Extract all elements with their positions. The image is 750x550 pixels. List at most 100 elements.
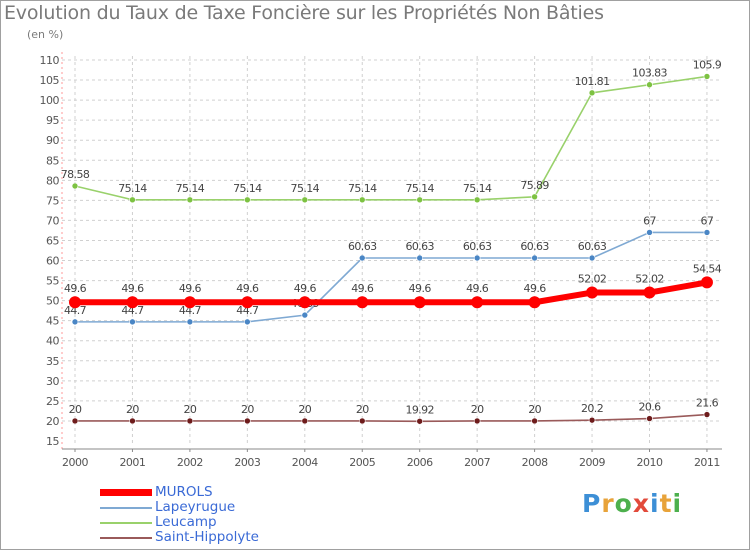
data-point-saint-hippolyte xyxy=(129,417,136,425)
y-tick-label: 25 xyxy=(46,395,59,408)
data-label-leucamp: 103.83 xyxy=(632,67,667,80)
series-line-saint-hippolyte xyxy=(75,413,708,423)
y-tick-label: 45 xyxy=(46,315,59,328)
data-point-murols xyxy=(298,296,311,309)
legend-item-leucamp: Leucamp xyxy=(100,514,300,531)
x-tick-label: 2004 xyxy=(292,456,318,469)
data-point-lapeyrugue xyxy=(416,254,424,262)
data-point-leucamp xyxy=(301,196,309,204)
data-label-saint-hippolyte: 20 xyxy=(528,403,541,416)
data-point-murols xyxy=(183,296,196,309)
data-label-murols: 49.6 xyxy=(64,282,87,295)
x-tick-label: 2000 xyxy=(62,456,88,469)
y-tick-label: 95 xyxy=(46,114,59,127)
legend-label-leucamp: Leucamp xyxy=(155,514,217,530)
data-label-lapeyrugue: 44.7 xyxy=(179,304,202,317)
data-point-lapeyrugue xyxy=(703,229,711,236)
data-point-murols xyxy=(356,296,369,309)
data-label-saint-hippolyte: 20 xyxy=(126,403,139,416)
data-point-lapeyrugue xyxy=(588,254,596,262)
data-label-lapeyrugue: 44.7 xyxy=(121,304,144,317)
logo-letter: t xyxy=(659,489,673,518)
y-tick-label: 90 xyxy=(46,134,59,147)
logo-letter: r xyxy=(601,489,615,518)
data-label-leucamp: 75.14 xyxy=(463,182,492,195)
data-label-lapeyrugue: 44.7 xyxy=(64,304,87,317)
x-tick-label: 2011 xyxy=(694,456,720,469)
legend-label-murols: MUROLS xyxy=(155,484,213,500)
data-label-saint-hippolyte: 20 xyxy=(356,403,369,416)
data-label-lapeyrugue: 44.7 xyxy=(236,304,259,317)
y-tick-label: 100 xyxy=(40,94,60,107)
data-label-leucamp: 75.89 xyxy=(520,179,549,192)
data-label-saint-hippolyte: 20 xyxy=(241,403,254,416)
data-label-leucamp: 105.9 xyxy=(693,58,722,71)
x-tick-label: 2001 xyxy=(119,456,145,469)
x-tick-label: 2006 xyxy=(407,456,433,469)
y-tick-label: 30 xyxy=(46,375,59,388)
data-point-leucamp xyxy=(646,81,653,89)
x-tick-label: 2010 xyxy=(637,456,663,469)
data-point-lapeyrugue xyxy=(531,254,538,262)
data-label-lapeyrugue: 60.63 xyxy=(578,240,607,253)
data-point-lapeyrugue xyxy=(71,318,79,326)
data-label-leucamp: 75.14 xyxy=(118,182,147,195)
y-tick-label: 35 xyxy=(46,355,59,368)
data-label-saint-hippolyte: 20.6 xyxy=(638,401,661,414)
data-point-lapeyrugue xyxy=(473,254,481,262)
data-label-leucamp: 75.14 xyxy=(233,182,262,195)
legend-label-lapeyrugue: Lapeyrugue xyxy=(155,499,236,515)
x-tick-label: 2008 xyxy=(522,456,548,469)
logo-letter: i xyxy=(672,489,683,518)
data-point-saint-hippolyte xyxy=(244,417,251,425)
logo-letter: x xyxy=(632,489,650,518)
data-label-murols: 49.6 xyxy=(236,282,259,295)
data-point-saint-hippolyte xyxy=(473,417,481,425)
data-point-leucamp xyxy=(588,89,596,97)
data-point-saint-hippolyte xyxy=(588,416,596,424)
y-tick-label: 40 xyxy=(46,335,59,348)
data-point-murols xyxy=(413,296,426,309)
series-line-murols xyxy=(75,279,708,306)
logo-letter: i xyxy=(650,489,660,518)
data-point-murols xyxy=(643,286,656,299)
data-point-leucamp xyxy=(703,73,711,80)
data-label-saint-hippolyte: 20.2 xyxy=(581,402,603,415)
y-axis-unit-label: (en %) xyxy=(27,28,64,41)
data-point-lapeyrugue xyxy=(186,318,194,326)
data-point-leucamp xyxy=(244,196,251,204)
y-tick-label: 85 xyxy=(46,154,59,167)
y-tick-label: 50 xyxy=(46,295,59,308)
y-tick-label: 105 xyxy=(40,74,60,87)
data-point-murols xyxy=(528,296,541,309)
data-label-saint-hippolyte: 20 xyxy=(471,403,484,416)
y-tick-label: 110 xyxy=(40,54,60,67)
y-tick-label: 15 xyxy=(46,435,59,448)
chart-title: Evolution du Taux de Taxe Foncière sur l… xyxy=(4,2,604,24)
data-label-murols: 49.6 xyxy=(179,282,202,295)
data-label-lapeyrugue: 60.63 xyxy=(463,240,492,253)
legend-item-lapeyrugue: Lapeyrugue xyxy=(100,499,300,516)
data-point-leucamp xyxy=(129,196,136,204)
data-point-saint-hippolyte xyxy=(531,417,538,425)
series-line-leucamp xyxy=(74,75,708,201)
data-label-leucamp: 75.14 xyxy=(348,182,377,195)
y-tick-label: 75 xyxy=(46,194,59,207)
data-label-leucamp: 75.14 xyxy=(176,182,205,195)
data-label-leucamp: 78.58 xyxy=(61,168,90,181)
data-label-murols: 49.6 xyxy=(351,282,374,295)
y-tick-label: 55 xyxy=(46,275,59,288)
data-label-lapeyrugue: 67 xyxy=(701,214,714,227)
y-tick-label: 60 xyxy=(46,255,59,268)
data-label-murols: 49.6 xyxy=(466,282,489,295)
x-tick-label: 2007 xyxy=(464,456,490,469)
series-line-lapeyrugue xyxy=(75,231,707,323)
legend-swatch-lapeyrugue xyxy=(100,507,152,509)
data-point-murols xyxy=(69,296,81,309)
data-label-saint-hippolyte: 20 xyxy=(298,403,311,416)
legend-swatch-saint-hippolyte xyxy=(100,537,152,539)
data-label-murols: 52.02 xyxy=(578,273,607,286)
data-label-leucamp: 75.14 xyxy=(291,182,320,195)
